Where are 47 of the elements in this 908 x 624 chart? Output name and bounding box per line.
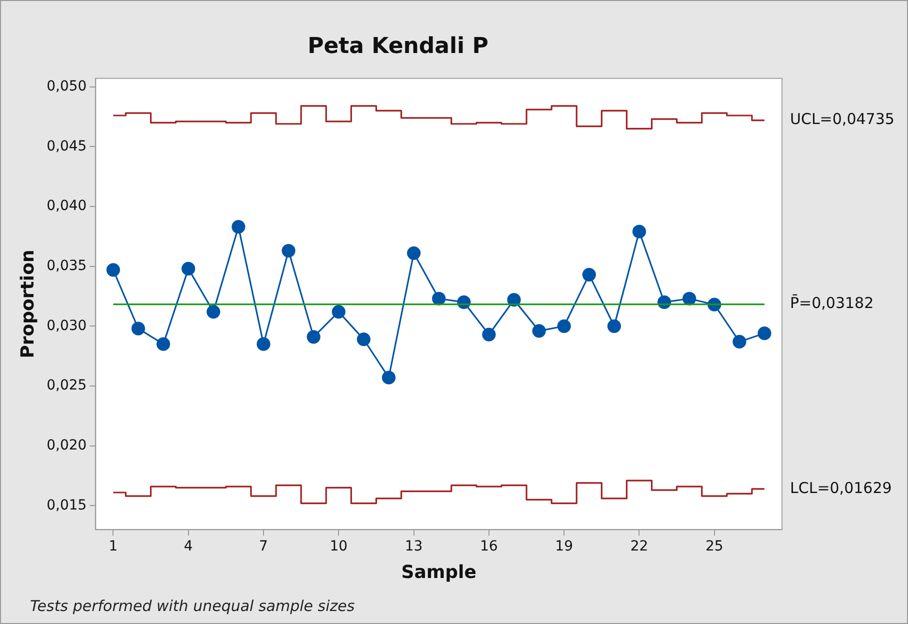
- series-label: LCL=0,01629: [790, 478, 892, 497]
- point: [732, 334, 746, 348]
- point: [632, 224, 646, 238]
- point: [131, 322, 146, 336]
- point: [232, 220, 246, 234]
- y-tick-label: 0,025: [46, 378, 87, 394]
- text: Tests performed with unequal sample sizes: [30, 597, 355, 615]
- point: [206, 304, 220, 319]
- point: [557, 319, 571, 333]
- y-tick-label: 0,040: [46, 198, 87, 214]
- y-axis-title: Proportion: [17, 250, 38, 358]
- chart-title: Peta Kendali P: [308, 34, 488, 59]
- y-tick-label: 0,035: [46, 258, 87, 274]
- point: [106, 263, 120, 277]
- point: [282, 244, 296, 258]
- y-tick-label: 0,015: [46, 497, 87, 514]
- y-tick-label: 0,050: [46, 78, 87, 94]
- point: [306, 330, 320, 344]
- point: [406, 246, 421, 260]
- point: [758, 326, 772, 340]
- x-tick-label: 7: [259, 538, 268, 555]
- y-tick-label: 0,030: [46, 318, 87, 334]
- point: [532, 324, 546, 338]
- x-tick-label: 1: [108, 538, 118, 555]
- point: [356, 332, 370, 346]
- ref-line-label: P̄=0,03182: [790, 294, 874, 312]
- x-tick-label: 4: [184, 538, 193, 555]
- point: [382, 370, 396, 384]
- x-tick-label: 19: [555, 538, 573, 555]
- point: [156, 337, 170, 351]
- x-tick-label: 25: [705, 538, 724, 555]
- point: [332, 304, 346, 319]
- x-tick-label: 13: [404, 538, 423, 555]
- point: [182, 262, 196, 276]
- x-tick-label: 22: [630, 538, 648, 555]
- series-label: UCL=0,04735: [790, 110, 894, 128]
- point: [432, 292, 446, 306]
- x-axis-title: Sample: [401, 562, 476, 583]
- point: [582, 268, 596, 282]
- point: [682, 292, 696, 306]
- x-tick-label: 16: [480, 538, 498, 555]
- y-tick-label: 0,020: [46, 437, 87, 454]
- point: [482, 328, 496, 342]
- point: [256, 337, 270, 351]
- point: [607, 319, 621, 333]
- x-tick-label: 10: [330, 538, 348, 555]
- y-tick-label: 0,045: [46, 138, 87, 154]
